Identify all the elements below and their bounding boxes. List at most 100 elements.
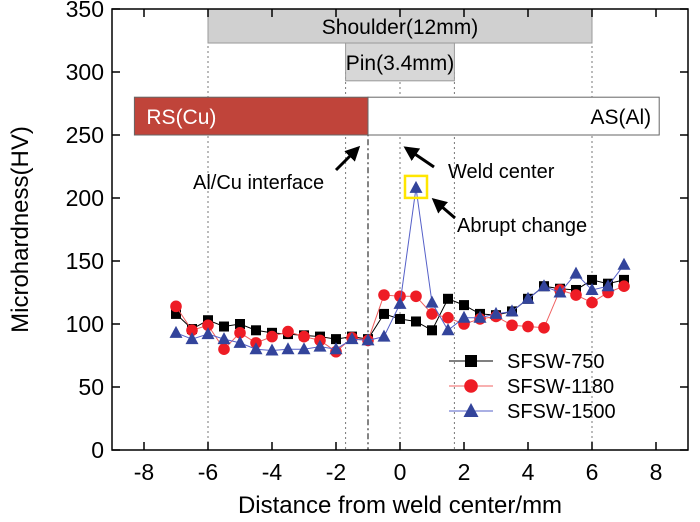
y-tick-label: 300 <box>66 59 104 85</box>
y-tick-label: 350 <box>66 0 104 22</box>
data-point <box>457 310 471 323</box>
data-point <box>313 339 327 352</box>
series-SFSW-1180 <box>170 280 630 358</box>
legend-marker <box>465 355 477 367</box>
data-point <box>345 332 359 345</box>
x-tick-label: 2 <box>458 459 471 485</box>
data-point <box>202 319 214 332</box>
data-point <box>459 300 469 311</box>
data-point <box>506 319 518 332</box>
y-tick-label: 0 <box>91 437 104 463</box>
legend-label: SFSW-1500 <box>507 401 616 423</box>
data-point <box>587 274 597 285</box>
data-point <box>425 295 439 308</box>
guide-lines <box>207 11 593 450</box>
y-tick-label: 50 <box>78 374 104 400</box>
data-point <box>298 330 310 343</box>
data-point <box>235 319 245 329</box>
interface-label: Al/Cu interface <box>193 172 324 194</box>
data-point <box>378 289 390 301</box>
data-point <box>329 342 343 355</box>
data-point <box>441 323 455 336</box>
pin-bar <box>345 42 455 82</box>
data-point <box>171 308 181 319</box>
data-point <box>409 180 423 193</box>
data-point <box>489 306 503 319</box>
data-point <box>251 325 261 336</box>
legend-label: SFSW-750 <box>507 351 604 373</box>
abrupt-change-label: Abrupt change <box>457 215 587 237</box>
data-point <box>297 342 311 355</box>
data-point <box>185 332 199 345</box>
pin-label: Pin(3.4mm) <box>346 52 455 75</box>
legend-marker <box>463 403 479 417</box>
x-tick-label: -8 <box>134 459 154 485</box>
data-point <box>219 321 229 332</box>
data-point <box>379 308 389 319</box>
data-point <box>265 343 279 356</box>
data-point <box>249 342 263 355</box>
data-point <box>569 266 583 279</box>
x-tick-label: 0 <box>394 459 407 485</box>
region-bars: Shoulder(12mm) Pin(3.4mm) RS(Cu) AS(Al) <box>133 8 660 136</box>
legend: SFSW-750 SFSW-1180 SFSW-1500 <box>449 351 616 423</box>
data-point <box>537 279 551 292</box>
data-point <box>443 293 453 304</box>
data-point <box>201 327 215 340</box>
legend-item: SFSW-750 <box>449 351 604 373</box>
data-point <box>618 280 630 293</box>
x-tick-label: -6 <box>198 459 218 485</box>
data-point <box>170 300 182 313</box>
data-point <box>331 334 341 345</box>
data-point <box>233 335 247 348</box>
data-point <box>585 282 599 295</box>
data-point <box>169 325 183 338</box>
x-tick-label: -2 <box>326 459 346 485</box>
y-tick-label: 200 <box>66 185 104 211</box>
y-axis-title: Microhardness(HV) <box>7 126 34 333</box>
data-point <box>442 311 454 324</box>
data-point <box>234 327 246 339</box>
data-point <box>266 330 278 343</box>
legend-item: SFSW-1500 <box>449 401 616 423</box>
data-point <box>411 316 421 327</box>
weld-center-label: Weld center <box>448 161 555 183</box>
data-point <box>282 325 294 338</box>
data-point <box>395 313 405 324</box>
data-point <box>538 321 550 334</box>
data-point <box>218 343 230 356</box>
data-point <box>377 329 391 342</box>
abrupt-change-arrow <box>431 198 456 220</box>
shoulder-label: Shoulder(12mm) <box>322 16 478 39</box>
rs-label: RS(Cu) <box>146 106 216 129</box>
annotations: Al/Cu interface Weld center Abrupt change <box>193 145 587 237</box>
data-point <box>394 290 406 303</box>
data-point <box>570 289 582 301</box>
data-point <box>522 320 534 333</box>
rs-bar <box>133 96 369 136</box>
data-point <box>521 291 535 304</box>
data-point <box>553 285 567 298</box>
data-point <box>426 308 438 320</box>
data-series <box>169 180 631 358</box>
axis-ticks: -8 -6 -4 -2 0 2 4 6 8 0 50 100 150 200 250 300 350 <box>66 0 688 485</box>
data-point <box>505 304 519 317</box>
data-point <box>601 279 615 292</box>
x-tick-label: 4 <box>522 459 535 485</box>
data-point <box>619 274 629 285</box>
data-point <box>393 296 407 309</box>
legend-item: SFSW-1180 <box>449 376 614 398</box>
x-tick-label: -4 <box>262 459 283 485</box>
y-tick-label: 250 <box>66 122 104 148</box>
data-point <box>473 310 487 323</box>
data-point <box>586 296 598 309</box>
y-tick-label: 100 <box>66 311 104 337</box>
x-axis-title: Distance from weld center/mm <box>238 492 562 519</box>
interface-arrow <box>334 145 361 172</box>
as-bar <box>367 96 660 136</box>
data-point <box>217 332 231 345</box>
series-SFSW-1500 <box>169 180 631 356</box>
x-tick-label: 8 <box>650 459 663 485</box>
y-tick-label: 150 <box>66 248 104 274</box>
